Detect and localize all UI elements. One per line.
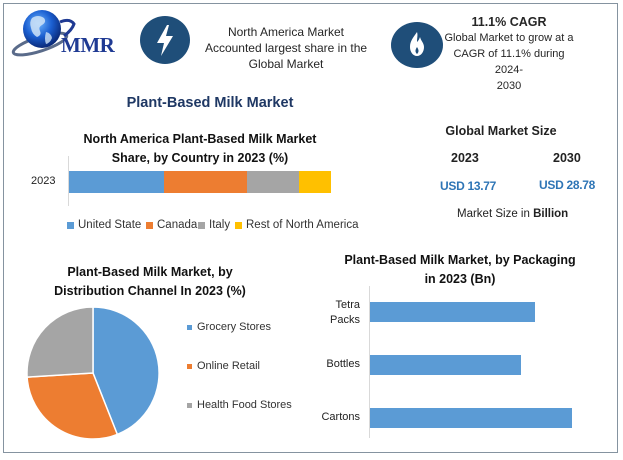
info-line: CAGR of 11.1% during 2024- [453,48,565,76]
info-line: Global Market [248,57,324,71]
bar-segment-canada [164,171,247,193]
legend-swatch [187,363,192,369]
info-line: Global Market to grow at a [444,32,574,44]
category-line: Cartons [321,411,360,423]
category-label: 2023 [31,175,56,187]
north-america-info: North America Market Accounted largest s… [196,24,376,72]
bar-segment-united-state [69,171,164,193]
note-unit: Billion [533,208,569,220]
legend-swatch [187,324,192,330]
legend-item: Rest of North America [235,219,358,231]
chart-title-line: Plant-Based Milk Market, by [67,265,233,279]
pie-slice-grocery [92,306,160,436]
category-line: Bottles [326,358,360,370]
info-line: Accounted largest share in the [204,41,368,55]
legend-label: Health Food Stores [197,399,292,411]
legend-swatch [235,221,242,229]
category-label: Cartons [310,410,360,425]
legend-label: Canada [157,219,198,231]
category-label: Bottles [310,357,360,372]
country-share-chart-title: North America Plant-Based Milk Market Sh… [40,130,360,168]
legend-swatch [67,221,74,229]
mmr-logo: MMR [10,8,125,58]
axis-line [369,286,370,438]
legend-item: Italy [198,219,230,231]
chart-title-line: North America Plant-Based Milk Market [83,132,317,146]
value-2030: USD 28.78 [539,178,595,192]
bar-cartons [370,408,572,428]
info-line: North America Market [227,25,345,39]
year-2023: 2023 [451,151,479,165]
legend-label: Grocery Stores [197,321,271,333]
bar-bottles [370,355,521,375]
legend-item: United State [67,219,141,231]
legend-label: Italy [209,219,231,231]
note-prefix: Market Size in [457,208,534,220]
pie-slice-online [26,372,119,440]
cagr-title: 11.1% CAGR [471,15,547,29]
market-size-note: Market Size in Billion [457,208,568,220]
stacked-bar [69,171,331,193]
info-line: 2030 [496,80,522,92]
globe-icon [11,10,76,57]
chart-title-line: Share, by Country in 2023 (%) [111,151,289,165]
year-2030: 2030 [553,151,581,165]
legend-item: Grocery Stores [187,321,271,333]
bar-segment-rest [299,171,331,193]
legend-label: United State [78,219,142,231]
chart-title-line: Plant-Based Milk Market, by Packaging [344,253,576,267]
category-line: Packs [330,314,360,326]
cagr-info: 11.1% CAGR Global Market to grow at a CA… [442,14,576,94]
chart-title-line: in 2023 (Bn) [424,272,496,286]
distribution-chart-title: Plant-Based Milk Market, by Distribution… [40,263,260,301]
bar-segment-italy [247,171,299,193]
legend-item: Health Food Stores [187,399,292,411]
legend-label: Online Retail [197,360,260,372]
chart-title-line: Distribution Channel In 2023 (%) [54,284,246,298]
value-2023: USD 13.77 [440,179,496,193]
category-line: Tetra [335,299,360,311]
category-label: Tetra Packs [310,298,360,328]
legend-item: Online Retail [187,360,260,372]
legend-swatch [146,221,153,229]
flame-icon [391,22,443,73]
bar-tetra-packs [370,302,535,322]
logo-text: MMR [61,33,115,57]
market-size-title: Global Market Size [445,124,557,138]
legend-label: Rest of North America [246,219,359,231]
packaging-chart-title: Plant-Based Milk Market, by Packaging in… [330,251,590,289]
pie-chart [26,306,160,445]
legend-swatch [187,402,192,408]
legend-swatch [198,221,205,229]
infographic-frame [3,3,618,453]
page-title: Plant-Based Milk Market [126,95,294,111]
pie-slice-health [26,306,94,378]
legend-item: Canada [146,219,197,231]
axis-line [68,156,69,206]
lightning-icon [140,16,190,69]
